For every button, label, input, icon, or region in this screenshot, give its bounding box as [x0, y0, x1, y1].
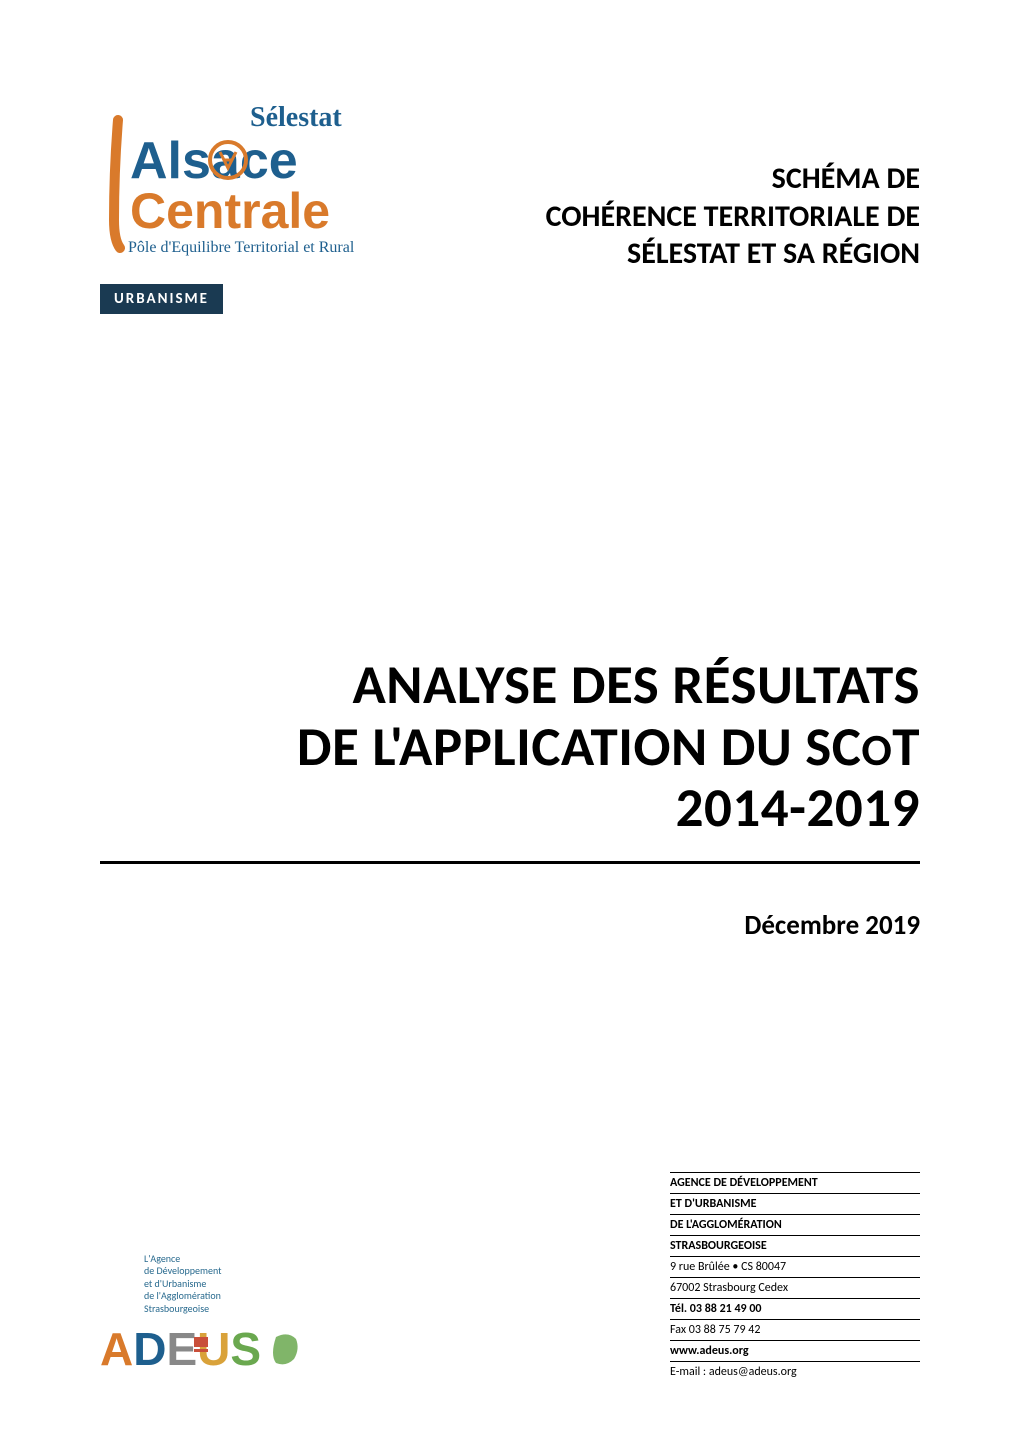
agency-l4: STRASBOURGEOISE — [670, 1235, 920, 1256]
date-line: Décembre 2019 — [100, 909, 920, 942]
pole-text: Pôle d'Equilibre Territorial et Rural — [128, 239, 355, 256]
adeus-caption-l2: de Développement — [144, 1265, 300, 1278]
selestat-logo-block: Sélestat Alsace Centrale Pôle d'Equilibr… — [100, 100, 380, 314]
alsace-word: Alsace — [130, 132, 298, 190]
main-title-l2-post: T — [892, 713, 920, 780]
selestat-logo-svg: Sélestat Alsace Centrale Pôle d'Equilibr… — [100, 100, 380, 280]
header-line-3: SÉLESTAT ET SA RÉGION — [400, 235, 920, 273]
adeus-caption: L'Agence de Développement et d'Urbanisme… — [144, 1253, 300, 1316]
centrale-word: Centrale — [130, 183, 330, 239]
agency-l5: 9 rue Brûlée • CS 80047 — [670, 1256, 920, 1277]
header-title: SCHÉMA DE COHÉRENCE TERRITORIALE DE SÉLE… — [400, 100, 920, 273]
header-row: Sélestat Alsace Centrale Pôle d'Equilibr… — [100, 100, 920, 314]
main-title-l2-small: O — [861, 723, 892, 778]
main-title-block: ANALYSE DES RÉSULTATS DE L'APPLICATION D… — [100, 654, 920, 864]
selestat-word: Sélestat — [250, 102, 342, 133]
urbanisme-badge: URBANISME — [100, 284, 223, 314]
agency-l3: DE L'AGGLOMÉRATION — [670, 1214, 920, 1235]
agency-l8: Fax 03 88 75 79 42 — [670, 1319, 920, 1340]
agency-l7: Tél. 03 88 21 49 00 — [670, 1298, 920, 1319]
agency-l2: ET D'URBANISME — [670, 1193, 920, 1214]
main-title-l2-pre: DE L'APPLICATION DU SC — [297, 713, 861, 780]
main-title-line-3: 2014-2019 — [100, 777, 920, 839]
agency-l10: E-mail : adeus@adeus.org — [670, 1361, 920, 1382]
selestat-logo: Sélestat Alsace Centrale Pôle d'Equilibr… — [100, 100, 380, 280]
agency-card: AGENCE DE DÉVELOPPEMENT ET D'URBANISME D… — [670, 1172, 920, 1382]
adeus-logo-svg: ADEUS — [100, 1321, 300, 1377]
svg-text:ADEUS: ADEUS — [100, 1323, 261, 1375]
title-underline — [100, 861, 920, 864]
header-line-2: COHÉRENCE TERRITORIALE DE — [400, 198, 920, 236]
adeus-block: L'Agence de Développement et d'Urbanisme… — [100, 1253, 300, 1383]
header-line-1: SCHÉMA DE — [400, 160, 920, 198]
adeus-caption-l4: de l'Agglomération — [144, 1290, 300, 1303]
agency-l6: 67002 Strasbourg Cedex — [670, 1277, 920, 1298]
footer-row: L'Agence de Développement et d'Urbanisme… — [100, 1172, 920, 1382]
agency-l1: AGENCE DE DÉVELOPPEMENT — [670, 1172, 920, 1193]
agency-l9: www.adeus.org — [670, 1340, 920, 1361]
main-title-line-1: ANALYSE DES RÉSULTATS — [100, 654, 920, 716]
adeus-caption-l5: Strasbourgeoise — [144, 1303, 300, 1316]
main-title-line-2: DE L'APPLICATION DU SCOT — [100, 716, 920, 778]
